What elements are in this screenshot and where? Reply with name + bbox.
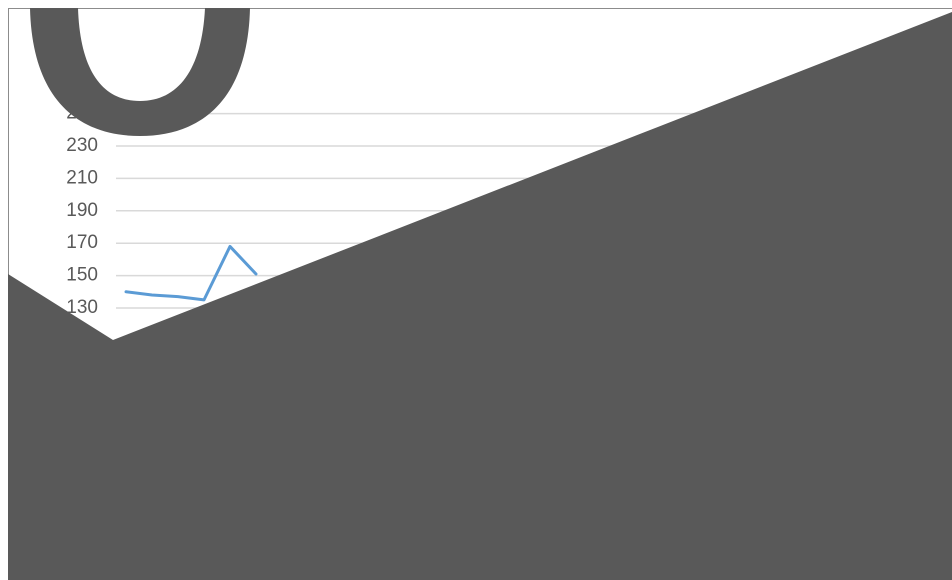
y-tick-label: 150 [66, 265, 98, 286]
occluder-u [30, 8, 250, 136]
y-tick-label: 230 [66, 135, 98, 156]
series-line [124, 244, 258, 302]
y-tick-label: 190 [66, 200, 98, 221]
y-tick-label: 130 [66, 297, 98, 318]
occluder-polygon [8, 12, 952, 580]
y-tick-label: 170 [66, 232, 98, 253]
y-tick-label: 210 [66, 167, 98, 188]
